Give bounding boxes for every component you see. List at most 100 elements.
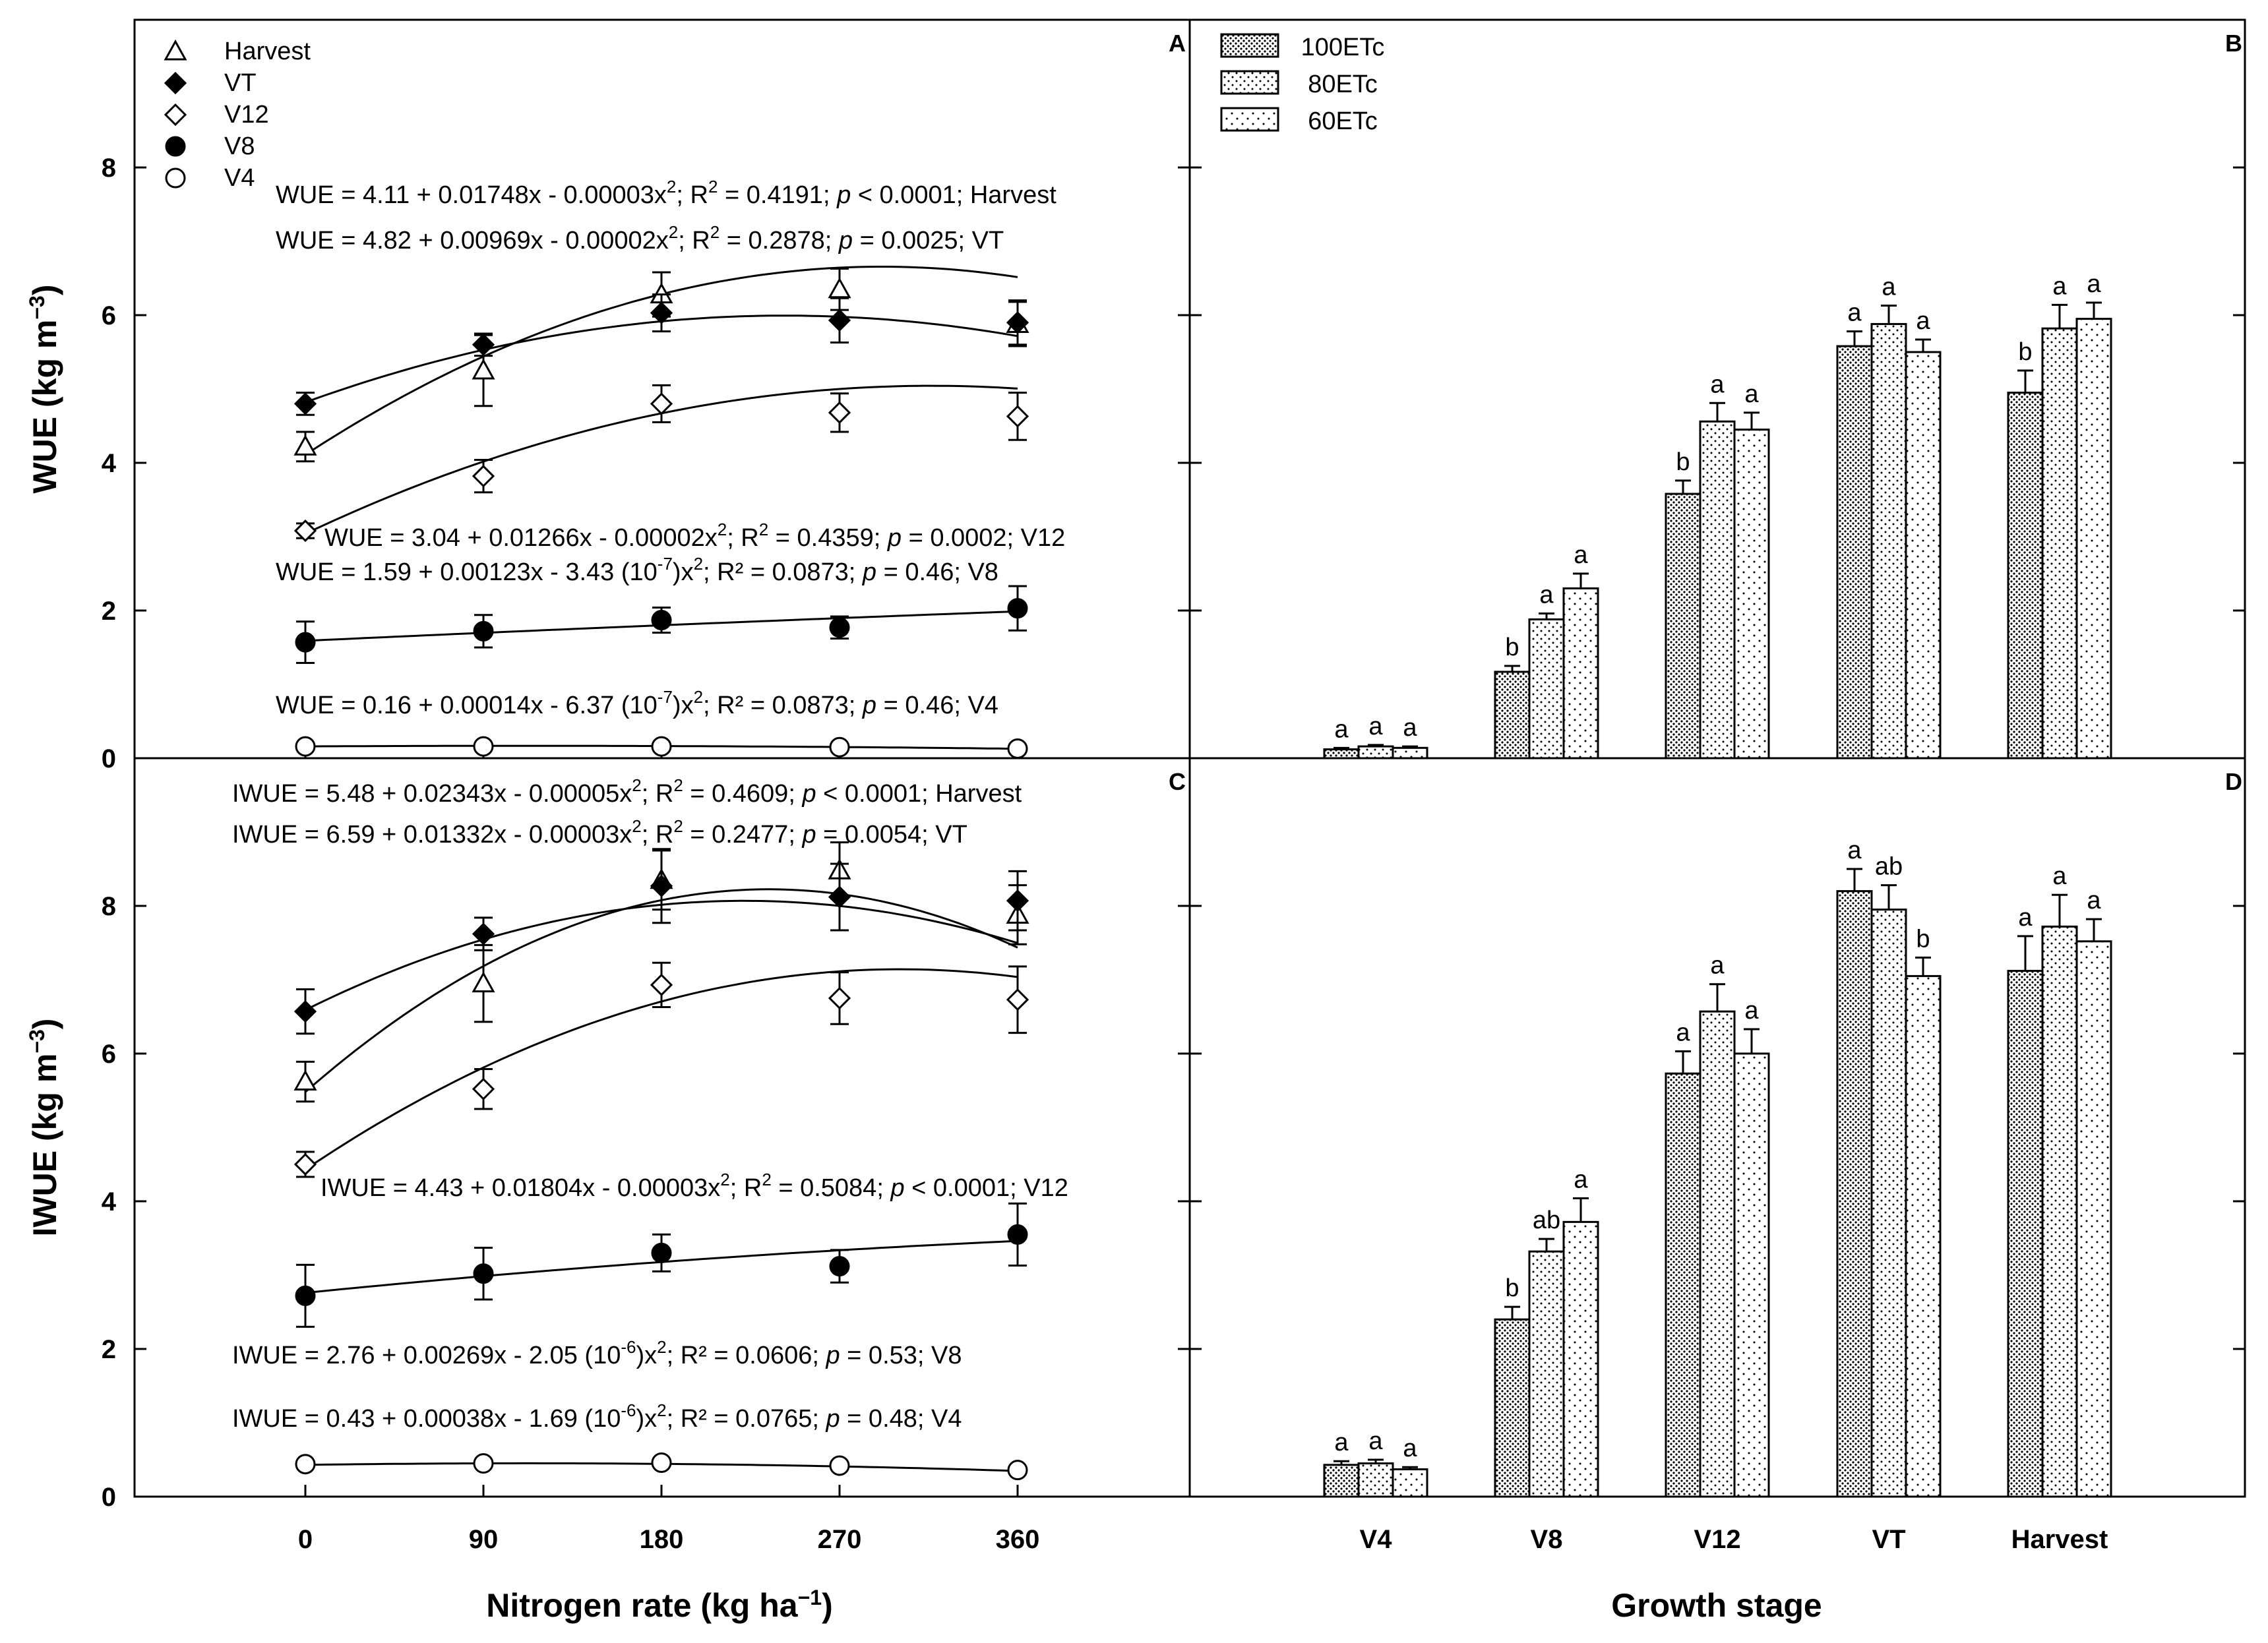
bar-b-v8-60etc [1562, 587, 1599, 760]
y-tick-label-c-4: 4 [102, 1187, 117, 1216]
panel-letter-b: B [2225, 30, 2242, 57]
point-c-v12-2 [650, 973, 673, 996]
x-tick-label-90: 90 [469, 1525, 499, 1554]
legend-marker-v12 [164, 103, 187, 127]
point-a-harvest-0 [293, 434, 317, 456]
point-c-v4-4 [1007, 1460, 1028, 1481]
bar-d-v4-60etc [1392, 1468, 1428, 1498]
panel-letter-c: C [1169, 768, 1186, 795]
bar-d-harvest-100etc [2007, 970, 2044, 1498]
point-c-v12-4 [1006, 988, 1029, 1011]
point-a-vt-3 [828, 309, 851, 332]
bar-b-v8-80etc [1528, 618, 1565, 760]
sig-letter-d-harvest-100etc: a [2018, 904, 2033, 932]
point-a-vt-1 [472, 333, 495, 356]
panel-letter-a: A [1169, 30, 1186, 57]
legend-swatch-60etc [1220, 107, 1279, 132]
sig-letter-b-vt-80etc: a [1882, 273, 1896, 301]
point-a-v12-2 [650, 392, 673, 415]
bar-d-v8-80etc [1528, 1250, 1565, 1498]
panel-letter-d: D [2225, 768, 2242, 795]
point-a-v8-4 [1007, 598, 1028, 619]
point-c-v8-4 [1007, 1224, 1028, 1245]
y-axis-label-wue: WUE (kg m−3) [25, 284, 63, 493]
sig-letter-b-v12-80etc: a [1710, 371, 1725, 398]
bar-b-v8-100etc [1494, 671, 1531, 760]
sig-letter-d-harvest-80etc: a [2052, 862, 2067, 890]
y-tick-label-a-6: 6 [102, 301, 116, 330]
x-tick-label-0: 0 [298, 1525, 313, 1554]
bar-b-vt-80etc [1870, 322, 1907, 760]
point-a-vt-4 [1006, 311, 1029, 334]
sig-letter-d-vt-60etc: b [1916, 925, 1930, 953]
point-c-harvest-0 [293, 1069, 317, 1091]
y-axis-label-iwue: IWUE (kg m−3) [25, 1019, 63, 1237]
point-c-v12-3 [828, 986, 851, 1010]
x-tick-label-180: 180 [640, 1525, 684, 1554]
chart-marks [164, 33, 2112, 1498]
point-a-v8-2 [651, 610, 672, 631]
bar-d-vt-80etc [1870, 909, 1907, 1498]
bar-d-v12-80etc [1699, 1010, 1736, 1498]
point-c-v4-1 [473, 1453, 494, 1474]
legend-label-80etc: 80ETc [1308, 71, 1378, 98]
point-c-vt-2 [650, 874, 673, 897]
legend-label-v12: V12 [224, 101, 269, 129]
legend-label-harvest: Harvest [224, 38, 311, 65]
point-a-v4-0 [295, 736, 316, 757]
bar-b-vt-100etc [1836, 345, 1873, 760]
equation-a-1: WUE = 4.82 + 0.00969x - 0.00002x2; R2 = … [276, 222, 1004, 254]
category-label-v4: V4 [1360, 1525, 1393, 1554]
sig-letter-d-v4-80etc: a [1368, 1427, 1383, 1455]
point-a-v4-2 [651, 736, 672, 757]
sig-letter-d-harvest-60etc: a [2087, 887, 2101, 914]
legend-marker-harvest [164, 39, 187, 61]
sig-letter-b-v8-100etc: b [1505, 634, 1519, 661]
point-c-v4-3 [829, 1455, 850, 1476]
point-c-vt-0 [293, 1000, 317, 1023]
category-label-v12: V12 [1694, 1525, 1740, 1554]
category-label-harvest: Harvest [2011, 1525, 2108, 1554]
sig-letter-d-v12-80etc: a [1710, 952, 1725, 980]
category-label-v8: V8 [1531, 1525, 1563, 1554]
point-a-vt-2 [650, 301, 673, 324]
bar-b-harvest-100etc [2007, 392, 2044, 760]
bar-b-v12-80etc [1699, 420, 1736, 760]
sig-letter-b-harvest-60etc: a [2087, 270, 2101, 298]
bar-d-v12-60etc [1733, 1052, 1770, 1498]
legend-marker-vt [164, 71, 187, 95]
legend-label-v8: V8 [224, 133, 255, 160]
point-a-harvest-1 [472, 358, 495, 380]
y-tick-label-c-8: 8 [102, 892, 116, 921]
equation-a-2: WUE = 3.04 + 0.01266x - 0.00002x2; R2 = … [324, 520, 1065, 552]
y-tick-label-c-6: 6 [102, 1040, 116, 1069]
sig-letter-b-harvest-80etc: a [2052, 272, 2067, 300]
y-tick-label-a-0: 0 [102, 744, 116, 773]
legend-marker-v8 [165, 136, 186, 157]
sig-letter-d-v12-100etc: a [1676, 1019, 1690, 1047]
sig-letter-d-vt-100etc: a [1847, 837, 1862, 864]
bar-d-v8-100etc [1494, 1318, 1531, 1498]
y-tick-label-c-2: 2 [102, 1335, 116, 1364]
point-a-v4-4 [1007, 738, 1028, 759]
bar-d-v8-60etc [1562, 1220, 1599, 1498]
sig-letter-b-harvest-100etc: b [2018, 338, 2032, 366]
sig-letter-d-v12-60etc: a [1744, 997, 1759, 1025]
sig-letter-b-v4-80etc: a [1368, 713, 1383, 740]
y-tick-label-a-8: 8 [102, 154, 116, 183]
point-a-vt-0 [293, 392, 317, 415]
equation-a-3: WUE = 1.59 + 0.00123x - 3.43 (10-7)x2; R… [276, 554, 998, 586]
chart-text: 0 2 4 6 8 0 2 4 6 8 WUE = 4.11 + 0.01748x - 0.0000… [102, 34, 2108, 1554]
point-c-vt-1 [472, 922, 495, 945]
y-tick-label-a-2: 2 [102, 597, 116, 626]
point-a-v8-3 [829, 617, 850, 638]
sig-letter-b-v12-60etc: a [1744, 380, 1759, 408]
bar-b-v4-60etc [1392, 746, 1428, 760]
legend-marker-v4 [165, 167, 186, 189]
legend-label-60etc: 60ETc [1308, 107, 1378, 135]
legend-label-100etc: 100ETc [1301, 34, 1385, 61]
equation-c-1: IWUE = 6.59 + 0.01332x - 0.00003x2; R2 =… [232, 816, 967, 849]
point-a-v8-0 [295, 632, 316, 653]
point-a-v4-3 [829, 736, 850, 758]
